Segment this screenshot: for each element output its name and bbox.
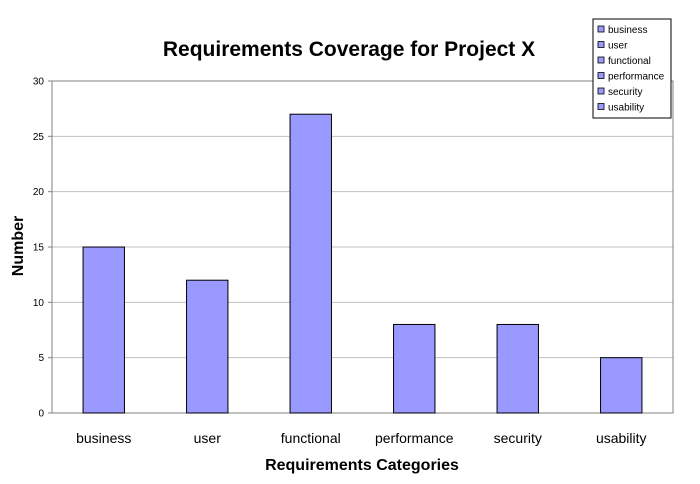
x-tick-label-user: user <box>194 430 222 446</box>
y-tick-label-10: 10 <box>33 298 45 309</box>
y-tick-label-30: 30 <box>33 77 45 88</box>
legend-swatch-business <box>597 25 605 33</box>
legend-label-security: security <box>608 87 642 98</box>
x-tick-label-business: business <box>76 430 131 446</box>
y-tick-label-5: 5 <box>38 353 44 364</box>
x-tick-label-functional: functional <box>281 430 341 446</box>
bars <box>82 113 643 414</box>
bar-security <box>496 323 539 414</box>
bar-business <box>82 246 125 414</box>
y-axis-title: Number <box>10 216 27 276</box>
y-tick-label-15: 15 <box>33 243 45 254</box>
legend-label-user: user <box>608 41 628 52</box>
x-tick-label-usability: usability <box>596 430 647 446</box>
y-tick-label-25: 25 <box>33 132 45 143</box>
legend-box <box>592 18 672 119</box>
legend-swatch-performance <box>597 72 605 79</box>
chart-title: Requirements Coverage for Project X <box>163 38 535 61</box>
gridlines <box>52 80 673 359</box>
x-axis-ticks: business user functional performance securit… <box>76 430 646 446</box>
legend-swatch-security <box>597 87 605 95</box>
y-tick-label-0: 0 <box>38 409 44 420</box>
x-tick-label-performance: performance <box>375 430 454 446</box>
legend-label-performance: performance <box>608 72 665 83</box>
x-axis-title: Requirements Categories <box>265 457 459 474</box>
y-axis-ticks: 0 5 10 15 20 25 30 <box>33 77 52 420</box>
legend-label-business: business <box>608 25 647 36</box>
bar-performance <box>393 323 436 414</box>
legend: business user functional performance securit… <box>592 18 672 119</box>
bar-usability <box>600 357 643 414</box>
x-tick-label-security: security <box>494 430 542 446</box>
legend-label-usability: usability <box>608 103 644 114</box>
legend-swatch-usability <box>597 103 605 110</box>
legend-swatch-user <box>597 41 605 48</box>
y-tick-label-20: 20 <box>33 187 45 198</box>
bar-user <box>186 279 229 414</box>
bar-functional <box>289 113 332 414</box>
legend-swatch-functional <box>597 56 605 64</box>
legend-label-functional: functional <box>608 56 651 67</box>
